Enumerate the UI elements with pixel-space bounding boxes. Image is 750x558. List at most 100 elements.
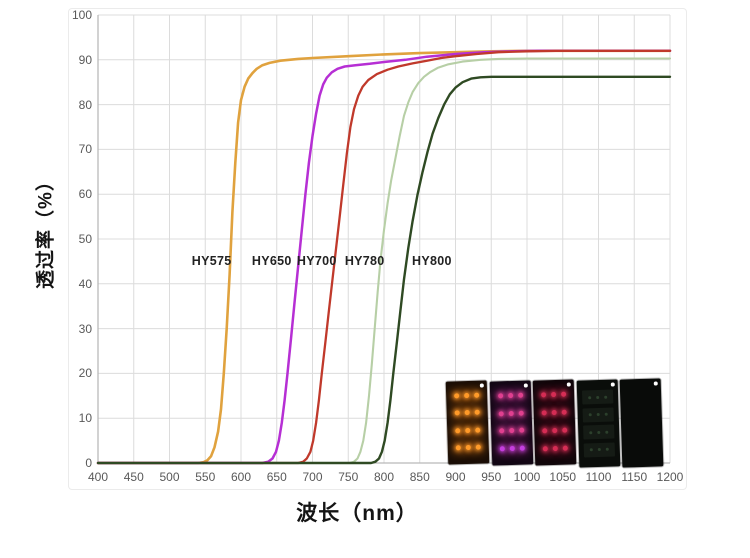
x-tick-label: 1100 <box>585 470 612 484</box>
led-dot <box>560 392 566 398</box>
faint-led-dot <box>603 394 607 398</box>
y-axis-title: 透过率（%） <box>35 171 57 289</box>
y-tick-label: 80 <box>78 97 92 112</box>
curve-label-hy650: HY650 <box>251 254 292 269</box>
faint-led-dot <box>596 430 600 434</box>
corner-reflection-dot-icon <box>566 382 571 387</box>
led-cell <box>559 421 569 439</box>
filter-photo-hy700 <box>532 379 577 467</box>
led-cell <box>541 440 551 458</box>
faint-led-dot <box>595 394 599 399</box>
x-tick-label: 400 <box>87 470 109 484</box>
led-dot <box>474 409 480 416</box>
x-tick-label: 1000 <box>513 470 541 484</box>
led-dot <box>464 410 470 416</box>
filter-photo-hy780 <box>576 378 620 467</box>
y-tick-label: 50 <box>78 232 92 246</box>
x-tick-label: 850 <box>409 470 430 484</box>
y-tick-label: 90 <box>78 52 92 67</box>
x-tick-label: 1050 <box>549 470 577 484</box>
led-cell <box>560 439 570 457</box>
led-dot <box>518 445 525 451</box>
led-dot <box>562 445 568 451</box>
led-dot <box>508 410 514 416</box>
led-dot <box>552 445 558 452</box>
faint-led-bar <box>582 424 614 440</box>
led-dot <box>508 427 514 433</box>
led-dot <box>541 410 548 416</box>
led-dot <box>509 445 515 451</box>
led-cell <box>540 422 550 440</box>
led-cell <box>454 439 464 457</box>
led-dot <box>561 427 567 433</box>
led-cell <box>472 421 482 439</box>
x-tick-label: 900 <box>445 470 466 484</box>
led-dot <box>455 427 461 434</box>
corner-reflection-dot-icon <box>523 382 528 388</box>
led-dot <box>499 445 505 451</box>
led-dot <box>561 409 567 416</box>
led-dot <box>507 392 513 398</box>
led-dot <box>517 392 523 398</box>
x-tick-label: 600 <box>230 470 252 484</box>
y-tick-label: 60 <box>78 187 92 202</box>
led-dot-grid <box>452 387 483 457</box>
y-tick-label: 100 <box>71 8 92 22</box>
led-dot <box>518 427 524 433</box>
led-dot <box>542 428 548 434</box>
led-dot-grid <box>495 386 526 457</box>
led-dot <box>497 393 504 399</box>
faint-led-dot <box>589 430 593 434</box>
faint-led-dot <box>604 447 609 451</box>
led-cell <box>496 404 506 422</box>
led-dot <box>551 392 557 398</box>
faint-led-dot <box>588 412 592 416</box>
led-cell <box>515 386 525 404</box>
led-cell <box>452 387 462 405</box>
led-cell <box>506 404 516 422</box>
led-cell <box>550 439 560 457</box>
led-dot <box>551 410 557 416</box>
x-axis-title: 波长（nm） <box>296 502 418 525</box>
faint-led-bar <box>581 389 613 404</box>
corner-reflection-dot-icon <box>653 381 658 386</box>
x-tick-label: 450 <box>123 470 144 484</box>
y-tick-label: 10 <box>78 411 92 426</box>
led-cell <box>472 404 482 422</box>
led-cell <box>462 404 472 422</box>
led-dot <box>474 427 480 433</box>
faint-led-dot <box>604 429 608 433</box>
led-cell <box>539 386 549 404</box>
y-tick-label: 30 <box>78 321 92 336</box>
led-dot-grid <box>539 386 570 458</box>
led-dot <box>475 444 481 450</box>
led-cell <box>462 387 472 405</box>
led-cell <box>507 439 517 457</box>
x-tick-label: 500 <box>159 470 180 484</box>
led-dot <box>454 410 461 416</box>
led-cell <box>539 404 549 422</box>
led-cell <box>505 386 515 404</box>
led-cell <box>473 438 483 456</box>
curve-label-hy700: HY700 <box>296 254 337 269</box>
led-dot <box>552 428 558 434</box>
led-cell <box>497 439 507 457</box>
led-cell <box>495 387 505 405</box>
faint-led-bar <box>582 406 614 422</box>
led-dot <box>464 393 470 399</box>
faint-led-dot <box>589 447 593 451</box>
led-cell <box>549 386 559 404</box>
curve-label-hy800: HY800 <box>412 254 452 269</box>
led-dot <box>498 428 505 434</box>
x-tick-label: 750 <box>338 470 359 484</box>
led-cell <box>515 404 525 422</box>
led-cell <box>463 421 473 439</box>
led-dot <box>456 445 462 451</box>
led-cell <box>550 422 560 440</box>
curve-label-hy780: HY780 <box>344 254 385 269</box>
led-dot <box>473 392 479 398</box>
curve-label-hy575: HY575 <box>191 254 232 269</box>
led-dot <box>465 427 471 433</box>
led-cell <box>516 439 526 457</box>
x-tick-label: 1200 <box>656 470 684 484</box>
